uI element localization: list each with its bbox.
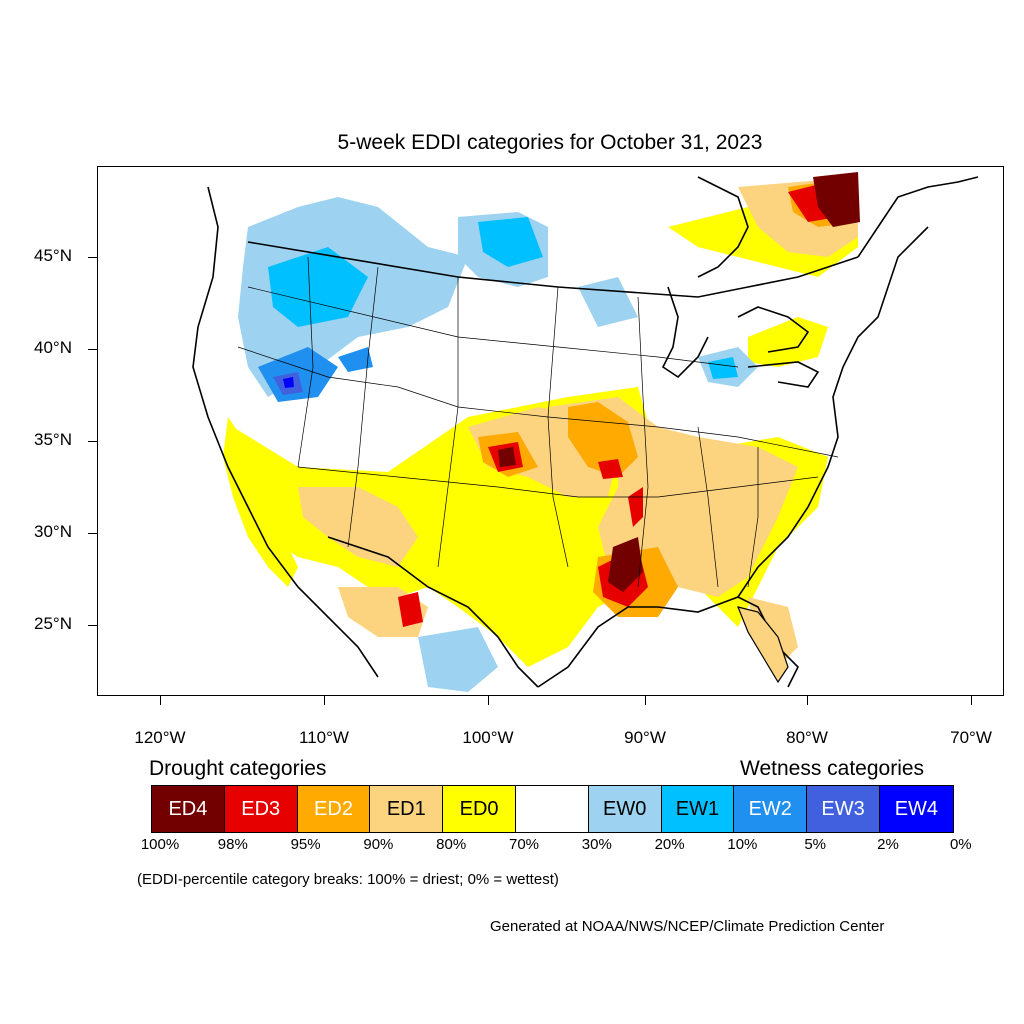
lat-tick — [88, 349, 97, 350]
percentile-label: 0% — [949, 836, 972, 853]
eddi-map — [97, 166, 1004, 696]
drought-categories-heading: Drought categories — [149, 757, 327, 780]
lat-label-35: 35°N — [34, 430, 72, 449]
lat-label-30: 30°N — [34, 522, 72, 541]
legend-swatch: ED3 — [224, 786, 298, 832]
lat-tick — [88, 533, 97, 534]
lon-label-100: 100°W — [462, 728, 514, 747]
percentile-label: 5% — [804, 836, 827, 853]
legend-swatch: EW1 — [661, 786, 735, 832]
percentile-note: (EDDI-percentile category breaks: 100% =… — [137, 871, 559, 888]
lat-tick — [88, 625, 97, 626]
conus-map-graphic — [192, 172, 979, 692]
lon-tick — [645, 696, 646, 705]
lon-label-70: 70°W — [950, 728, 992, 747]
lon-label-80: 80°W — [786, 728, 828, 747]
lon-label-90: 90°W — [624, 728, 666, 747]
lon-tick — [160, 696, 161, 705]
legend-swatch: ED1 — [370, 786, 444, 832]
lon-tick — [807, 696, 808, 705]
legend-swatch: EW3 — [807, 786, 880, 832]
lon-tick — [488, 696, 489, 705]
legend-swatch: EW0 — [588, 786, 662, 832]
category-colorbar: ED4 ED3 ED2 ED1 ED0 EW0 EW1 EW2 EW3 EW4 — [151, 785, 954, 833]
lon-tick — [971, 696, 972, 705]
lat-tick — [88, 257, 97, 258]
percentile-label: 80% — [436, 836, 467, 853]
legend-swatch: EW2 — [734, 786, 808, 832]
percentile-label: 70% — [508, 836, 540, 853]
lat-label-25: 25°N — [34, 614, 72, 633]
lat-label-45: 45°N — [34, 246, 72, 265]
lon-label-120: 120°W — [134, 728, 186, 747]
legend-swatch: ED4 — [152, 786, 225, 832]
lat-label-40: 40°N — [34, 338, 72, 357]
legend-swatch — [515, 786, 589, 832]
credit-line: Generated at NOAA/NWS/NCEP/Climate Predi… — [490, 918, 885, 935]
wetness-categories-heading: Wetness categories — [740, 757, 925, 780]
percentile-label: 20% — [654, 836, 685, 853]
florida-shape — [737, 606, 789, 684]
lon-tick — [324, 696, 325, 705]
percentile-label: 30% — [581, 836, 612, 853]
legend-swatch: ED2 — [297, 786, 371, 832]
percentile-label: 2% — [877, 836, 899, 853]
legend-swatch: ED0 — [443, 786, 516, 832]
map-title: 5-week EDDI categories for October 31, 2… — [337, 131, 763, 154]
percentile-label: 100% — [140, 836, 180, 853]
percentile-label: 90% — [363, 836, 394, 853]
wetness-regions — [238, 197, 758, 692]
lon-label-110: 110°W — [299, 728, 349, 747]
lat-tick — [88, 441, 97, 442]
percentile-label: 10% — [727, 836, 758, 853]
percentile-label: 95% — [290, 836, 321, 853]
legend-swatch: EW4 — [879, 786, 953, 832]
percentile-label: 98% — [217, 836, 248, 853]
state-borders — [237, 256, 839, 588]
